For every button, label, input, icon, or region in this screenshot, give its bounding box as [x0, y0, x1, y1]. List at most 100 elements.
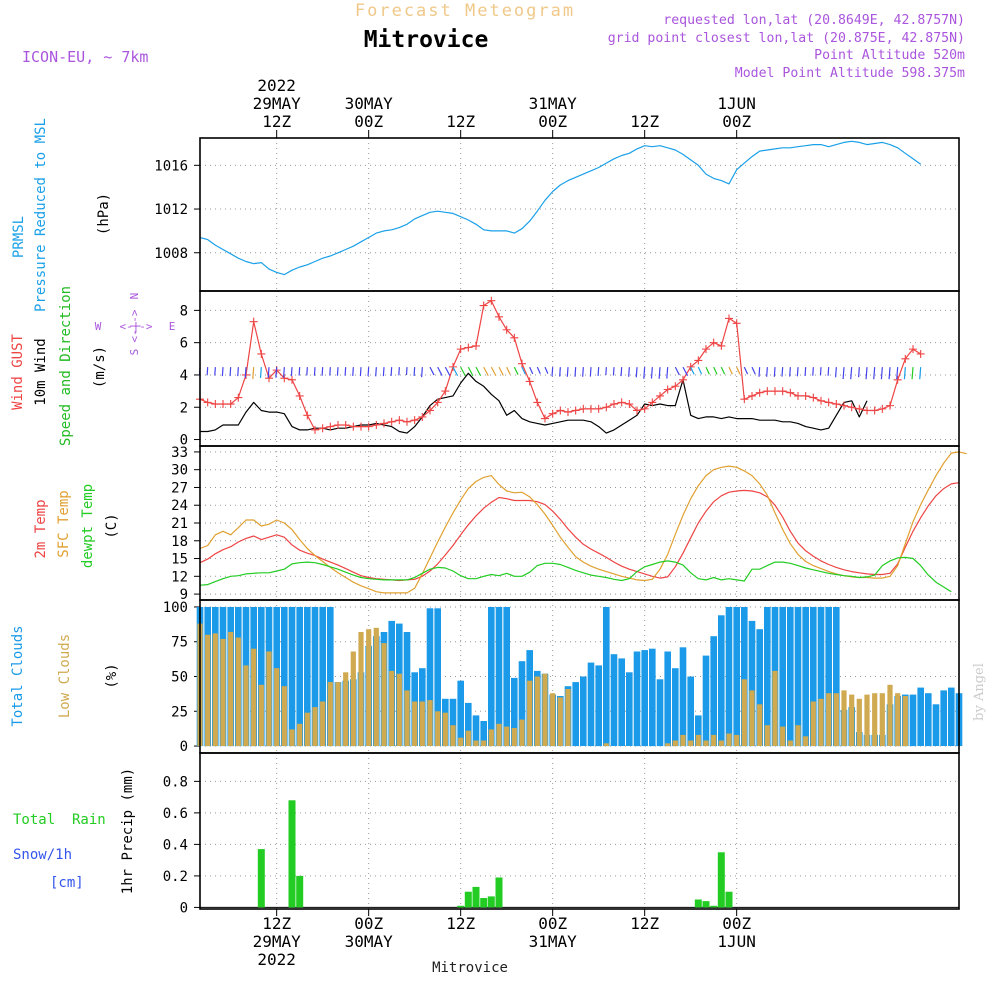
- wind-direction-arrow: [359, 367, 362, 377]
- y-tick-label-pressure: 1016: [154, 158, 188, 174]
- clouds-label-low: Low Clouds: [57, 634, 73, 718]
- total-cloud-bar: [618, 658, 625, 746]
- wind-direction-arrow: [842, 367, 845, 380]
- gust-marker: [433, 398, 442, 407]
- low-cloud-bar: [826, 693, 832, 747]
- low-cloud-bar: [350, 651, 356, 747]
- low-cloud-bar: [473, 740, 479, 747]
- gust-marker: [717, 341, 726, 350]
- low-cloud-bar: [243, 665, 249, 747]
- wind-direction-arrow: [252, 367, 255, 380]
- wind-speed-line: [200, 372, 868, 434]
- wind-direction-arrow: [259, 367, 262, 379]
- total-cloud-bar: [258, 607, 265, 747]
- gust-marker: [640, 404, 649, 413]
- gust-marker: [518, 359, 526, 368]
- compass-n: N: [128, 293, 141, 300]
- low-cloud-bar: [542, 673, 548, 746]
- low-cloud-bar: [527, 680, 533, 747]
- pressure-unit: (hPa): [96, 193, 112, 235]
- low-cloud-bar: [251, 648, 257, 747]
- low-cloud-bar: [764, 725, 770, 747]
- total-cloud-bar: [825, 607, 832, 747]
- low-cloud-bar: [772, 670, 778, 746]
- gust-marker: [449, 362, 457, 371]
- gust-marker: [686, 362, 695, 371]
- total-cloud-bar: [656, 679, 664, 747]
- gust-marker: [487, 296, 496, 305]
- gust-marker: [571, 406, 580, 415]
- low-cloud-bar: [841, 690, 847, 746]
- total-cloud-bar: [288, 607, 296, 747]
- gust-marker: [288, 375, 296, 384]
- total-cloud-bar: [580, 676, 587, 746]
- total-cloud-bar: [296, 607, 303, 747]
- gust-marker: [318, 424, 327, 433]
- gust-marker: [870, 406, 879, 415]
- gust-marker: [901, 354, 910, 363]
- wind-direction-arrow: [336, 367, 339, 376]
- wind-direction-arrow: [751, 366, 756, 375]
- rain-bar: [487, 896, 495, 908]
- low-cloud-bar: [274, 668, 280, 747]
- wind-direction-arrow: [375, 367, 377, 377]
- low-cloud-bar: [481, 740, 487, 747]
- precip-label-snow: Snow/1h: [13, 847, 72, 863]
- compass-v-arrows: <-|->: [128, 309, 141, 342]
- gust-marker: [694, 356, 703, 365]
- compass-rose: N <-|-> S W <-|-> E: [95, 293, 176, 356]
- total-cloud-bar: [633, 651, 641, 747]
- total-cloud-bar: [794, 607, 802, 747]
- gust-marker: [840, 401, 848, 410]
- gust-marker: [587, 404, 595, 413]
- wind-direction-arrow: [713, 366, 718, 375]
- wind-unit: (m/s): [92, 346, 108, 388]
- rain-bar: [257, 849, 265, 908]
- wind-direction-arrow: [804, 367, 807, 376]
- y-tick-label-clouds: 0: [180, 739, 188, 755]
- low-cloud-bar: [511, 728, 517, 747]
- gust-marker: [495, 312, 503, 321]
- y-tick-label-temperature: 9: [180, 587, 188, 603]
- wind-direction-arrow: [835, 367, 837, 378]
- total-cloud-bar: [304, 607, 311, 747]
- top-time-label: 00Z: [354, 112, 383, 131]
- low-cloud-bar: [603, 743, 609, 747]
- low-cloud-bar: [335, 682, 341, 747]
- wind-direction-arrow: [321, 367, 324, 376]
- low-cloud-bar: [304, 712, 310, 747]
- gust-marker: [265, 374, 273, 383]
- y-tick-label-temperature: 24: [171, 498, 188, 514]
- gust-marker: [311, 425, 319, 434]
- low-cloud-bar: [833, 693, 839, 747]
- clouds-unit: (%): [104, 663, 120, 688]
- wind-direction-arrow: [559, 367, 561, 377]
- top-time-label: 2022: [257, 76, 296, 95]
- wind-direction-arrow: [589, 367, 592, 377]
- low-cloud-bar: [281, 686, 287, 746]
- total-cloud-bar: [802, 607, 809, 747]
- wind-label-speed-dir: Speed and Direction: [58, 286, 74, 446]
- y-tick-label-pressure: 1012: [154, 202, 188, 218]
- wind-direction-arrow: [743, 366, 749, 375]
- wind-direction-arrow: [620, 367, 623, 377]
- gust-marker: [441, 387, 450, 396]
- wind-direction-arrow: [306, 367, 308, 376]
- rain-bar: [296, 875, 304, 908]
- low-cloud-bar: [358, 632, 364, 747]
- y-tick-label-precip: 0.6: [163, 806, 188, 822]
- gust-marker: [656, 391, 664, 400]
- total-cloud-bar: [572, 682, 579, 747]
- total-cloud-bar: [319, 607, 326, 747]
- wind-direction-arrow: [329, 367, 331, 376]
- gust-marker: [709, 338, 718, 347]
- gust-marker: [334, 421, 342, 430]
- point-altitude: Point Altitude 520m: [814, 48, 965, 63]
- bottom-time-label: 12Z: [630, 914, 659, 933]
- wind-direction-arrow: [796, 367, 799, 377]
- gust-marker: [610, 400, 618, 409]
- wind-direction-arrow: [206, 367, 209, 376]
- total-cloud-bar: [449, 698, 457, 747]
- gust-marker: [295, 391, 304, 400]
